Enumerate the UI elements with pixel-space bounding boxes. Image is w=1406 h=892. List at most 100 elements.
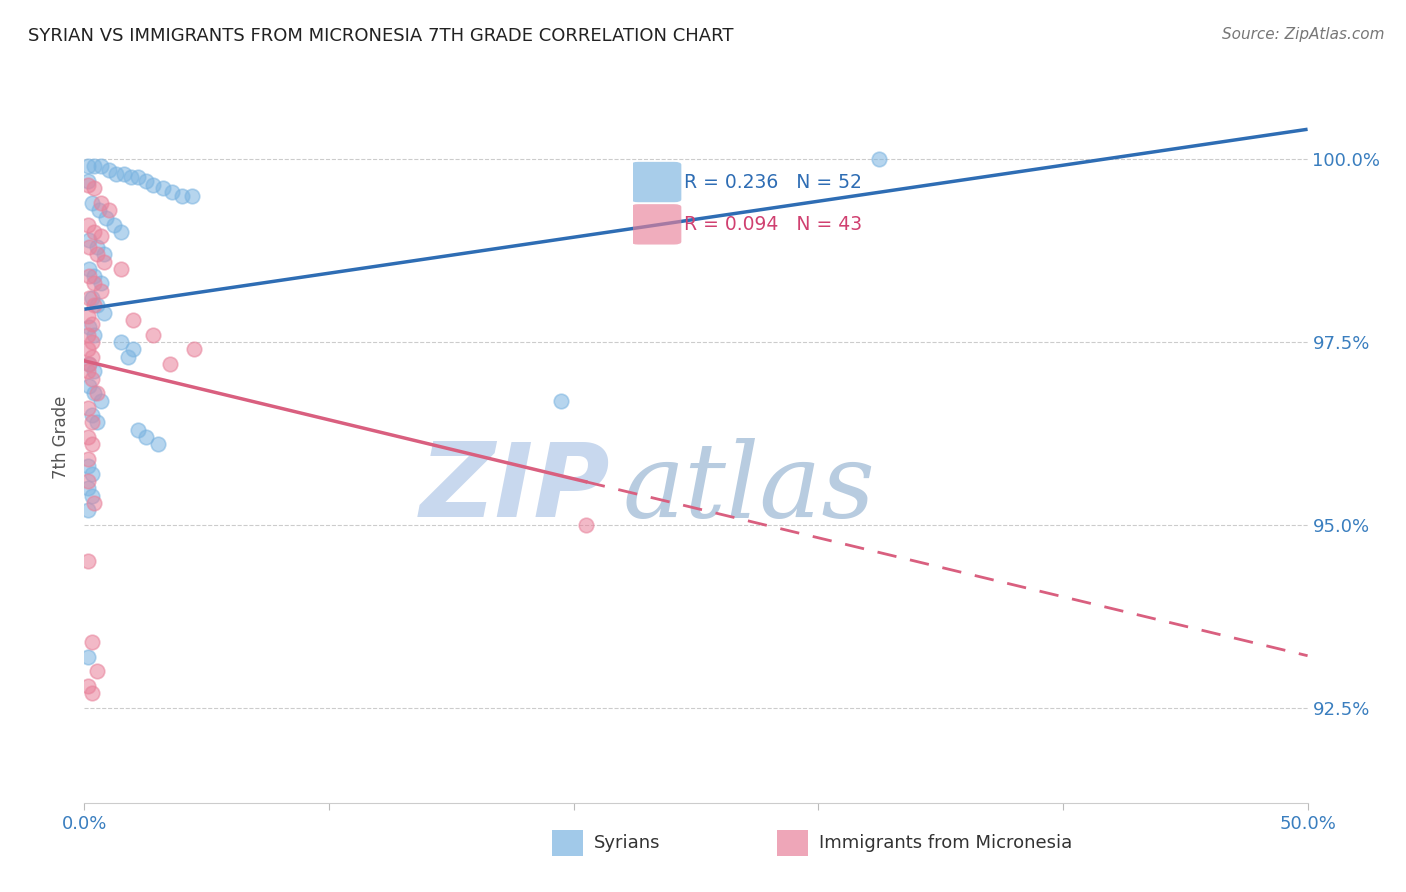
Point xyxy=(80,291,103,305)
Point xyxy=(135,174,157,188)
Point xyxy=(77,174,100,188)
Text: ZIP: ZIP xyxy=(420,438,610,539)
Point xyxy=(77,233,100,247)
Point xyxy=(86,247,108,261)
Point xyxy=(105,167,128,181)
Point xyxy=(86,386,108,401)
Y-axis label: 7th Grade: 7th Grade xyxy=(52,395,70,479)
Point xyxy=(96,211,118,225)
Point xyxy=(80,467,103,481)
Point xyxy=(77,218,100,232)
Point xyxy=(77,364,100,378)
Text: R = 0.236   N = 52: R = 0.236 N = 52 xyxy=(683,172,862,192)
Point xyxy=(86,664,108,678)
Point xyxy=(90,196,112,211)
Point xyxy=(77,291,100,305)
Point xyxy=(110,261,132,276)
Point xyxy=(83,277,105,291)
Point xyxy=(80,196,103,211)
Point xyxy=(83,327,105,342)
Point xyxy=(869,152,891,166)
Point xyxy=(83,160,105,174)
Point xyxy=(162,185,184,199)
Point xyxy=(172,188,194,202)
Point xyxy=(77,310,100,324)
Point xyxy=(159,357,181,371)
Point xyxy=(77,459,100,474)
Point xyxy=(550,393,572,408)
Point xyxy=(80,317,103,331)
Text: atlas: atlas xyxy=(623,438,876,539)
Point xyxy=(80,686,103,700)
Point xyxy=(90,229,112,244)
Point xyxy=(103,218,125,232)
Point xyxy=(83,364,105,378)
Point xyxy=(77,379,100,393)
Text: R = 0.094   N = 43: R = 0.094 N = 43 xyxy=(683,215,862,234)
Point xyxy=(87,203,110,218)
Point xyxy=(127,423,149,437)
Point xyxy=(77,503,100,517)
Point xyxy=(117,350,139,364)
Text: Syrians: Syrians xyxy=(593,834,661,852)
Point xyxy=(93,306,115,320)
Point xyxy=(90,284,112,298)
Point xyxy=(122,343,145,357)
Point xyxy=(77,343,100,357)
Point xyxy=(97,163,120,178)
Point xyxy=(77,401,100,415)
Point xyxy=(77,261,100,276)
Point xyxy=(77,679,100,693)
Point xyxy=(80,437,103,451)
Point xyxy=(83,298,105,312)
Point xyxy=(83,269,105,284)
Point xyxy=(80,371,103,385)
Point xyxy=(112,167,135,181)
Point xyxy=(142,178,165,192)
Point xyxy=(135,430,157,444)
Point xyxy=(77,160,100,174)
FancyBboxPatch shape xyxy=(631,204,682,244)
Point xyxy=(77,357,100,371)
Point xyxy=(90,393,112,408)
Point xyxy=(86,240,108,254)
Point xyxy=(181,188,204,202)
Point xyxy=(110,334,132,349)
Point xyxy=(83,496,105,510)
Point xyxy=(152,181,174,195)
Point xyxy=(86,416,108,430)
Point xyxy=(77,649,100,664)
Text: SYRIAN VS IMMIGRANTS FROM MICRONESIA 7TH GRADE CORRELATION CHART: SYRIAN VS IMMIGRANTS FROM MICRONESIA 7TH… xyxy=(28,27,734,45)
Point xyxy=(80,635,103,649)
Text: Immigrants from Micronesia: Immigrants from Micronesia xyxy=(818,834,1073,852)
Point xyxy=(183,343,205,357)
Point xyxy=(77,481,100,495)
Point xyxy=(90,277,112,291)
Point xyxy=(90,160,112,174)
Point xyxy=(120,170,142,185)
Point xyxy=(122,313,145,327)
Point xyxy=(575,517,598,532)
Point xyxy=(83,181,105,195)
Point xyxy=(97,203,120,218)
Point xyxy=(77,269,100,284)
Point xyxy=(80,489,103,503)
Point xyxy=(110,225,132,239)
Point xyxy=(83,386,105,401)
Point xyxy=(77,327,100,342)
Point xyxy=(77,178,100,192)
Point xyxy=(77,357,100,371)
Point xyxy=(80,334,103,349)
FancyBboxPatch shape xyxy=(631,161,682,202)
Point xyxy=(80,350,103,364)
Point xyxy=(77,554,100,568)
Point xyxy=(146,437,169,451)
Point xyxy=(77,474,100,488)
Point xyxy=(127,170,149,185)
Point xyxy=(77,320,100,334)
Text: Source: ZipAtlas.com: Source: ZipAtlas.com xyxy=(1222,27,1385,42)
Point xyxy=(86,298,108,312)
Point xyxy=(77,452,100,467)
Point xyxy=(77,240,100,254)
Point xyxy=(80,408,103,422)
